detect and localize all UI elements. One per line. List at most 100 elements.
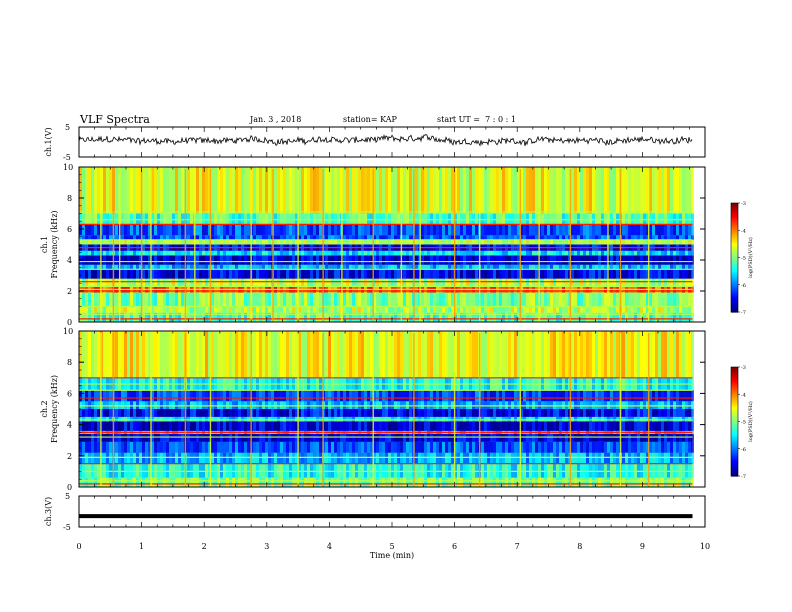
colorbar-cell (731, 239, 738, 242)
colorbar-cell (731, 465, 738, 468)
colorbar-cell (731, 450, 738, 453)
y-axis-label: ch.3(V) (44, 497, 53, 526)
colorbar-cell (731, 230, 738, 233)
colorbar-cell (731, 392, 738, 395)
colorbar-cell (731, 437, 738, 441)
colorbar-cell (731, 403, 738, 406)
colorbar-cell (731, 430, 738, 433)
station-label: station= KAP (343, 115, 397, 124)
colorbar-cell (731, 228, 738, 231)
colorbar-label: log(PSD)(V²/Hz) (747, 237, 754, 278)
colorbar-cell (731, 284, 738, 288)
date-label: Jan. 3 , 2018 (250, 115, 302, 124)
colorbar-cell (731, 237, 738, 240)
y-axis-label: Frequency (kHz) (50, 210, 59, 278)
y-axis-label: ch.1 (40, 236, 49, 253)
colorbar-tick-label: -4 (741, 392, 746, 398)
colorbar-cell (731, 368, 738, 372)
xtick-label: 0 (76, 542, 81, 551)
ytick-label: 6 (67, 389, 72, 398)
ytick-label: 2 (67, 452, 72, 461)
colorbar-cell (731, 308, 738, 311)
colorbar-cell (731, 250, 738, 253)
colorbar-cell (731, 470, 738, 473)
colorbar-cell (731, 232, 738, 235)
colorbar-cell (731, 281, 738, 284)
colorbar-cell (731, 252, 738, 255)
colorbar-tick-label: -5 (741, 256, 746, 262)
colorbar-cell (731, 468, 738, 472)
colorbar-cell (731, 439, 738, 443)
colorbar-cell (731, 466, 738, 470)
xtick-label: 10 (700, 542, 710, 551)
colorbar-cell (731, 290, 738, 293)
colorbar-cell (731, 235, 738, 239)
colorbar-cell (731, 410, 738, 414)
ytick-label: 8 (67, 358, 72, 367)
colorbar-cell (731, 417, 738, 421)
colorbar-cell (731, 277, 738, 280)
colorbar-cell (731, 208, 738, 211)
colorbar-cell (731, 264, 738, 268)
colorbar-cell (731, 295, 738, 299)
colorbar-cell (731, 292, 738, 295)
colorbar-tick-label: -3 (741, 201, 746, 207)
colorbar-cell (731, 414, 738, 417)
colorbar-cell (731, 372, 738, 375)
y-axis-label: Frequency (kHz) (50, 375, 59, 443)
colorbar-cell (731, 426, 738, 430)
colorbar-cell (731, 412, 738, 415)
colorbar-cell (731, 472, 738, 475)
xtick-label: 2 (202, 542, 207, 551)
ytick-label: 4 (67, 256, 72, 265)
ytick-label: 4 (67, 421, 72, 430)
colorbar-cell (731, 401, 738, 404)
colorbar-cell (731, 204, 738, 208)
colorbar-cell (731, 423, 738, 426)
colorbar-cell (731, 297, 738, 300)
colorbar-tick-label: -7 (741, 474, 746, 480)
colorbar-cell (731, 261, 738, 264)
colorbar-cell (731, 248, 738, 251)
colorbar-cell (731, 376, 738, 379)
colorbar-cell (731, 388, 738, 392)
colorbar-cell (731, 266, 738, 269)
colorbar-cell (731, 383, 738, 386)
colorbar-cell (731, 299, 738, 302)
colorbar-cell (731, 405, 738, 408)
colorbar-cell (731, 408, 738, 412)
colorbar-cell (731, 244, 738, 248)
colorbar-cell (731, 428, 738, 432)
xtick-label: 4 (327, 542, 332, 551)
colorbar-cell (731, 443, 738, 446)
y-axis-label: ch.1(V) (44, 127, 53, 156)
colorbar-tick-label: -7 (741, 310, 746, 316)
spectrogram-2 (79, 331, 705, 487)
xtick-label: 9 (640, 542, 645, 551)
colorbar-cell (731, 385, 738, 388)
colorbar-cell (731, 434, 738, 437)
colorbar-cell (731, 461, 738, 464)
colorbar-cell (731, 215, 738, 219)
colorbar-cell (731, 253, 738, 257)
colorbar-cell (731, 213, 738, 217)
colorbar-cell (731, 396, 738, 399)
colorbar-cell (731, 257, 738, 260)
ytick-label: 5 (65, 123, 70, 132)
xtick-label: 8 (577, 542, 582, 551)
colorbar-cell (731, 310, 738, 313)
colorbar-cell (731, 381, 738, 384)
ytick-label: 6 (67, 225, 72, 234)
colorbar-cell (731, 221, 738, 224)
colorbar-cell (731, 452, 738, 455)
colorbar-cell (731, 448, 738, 452)
colorbar-label: log(PSD)(V²/Hz) (747, 401, 754, 442)
colorbar-cell (731, 370, 738, 374)
colorbar-cell (731, 222, 738, 226)
colorbar-cell (731, 301, 738, 304)
colorbar-cell (731, 446, 738, 450)
x-axis-label: Time (min) (370, 551, 414, 560)
colorbar-cell (731, 224, 738, 228)
colorbar-cell (731, 390, 738, 394)
colorbar-cell (731, 386, 738, 390)
